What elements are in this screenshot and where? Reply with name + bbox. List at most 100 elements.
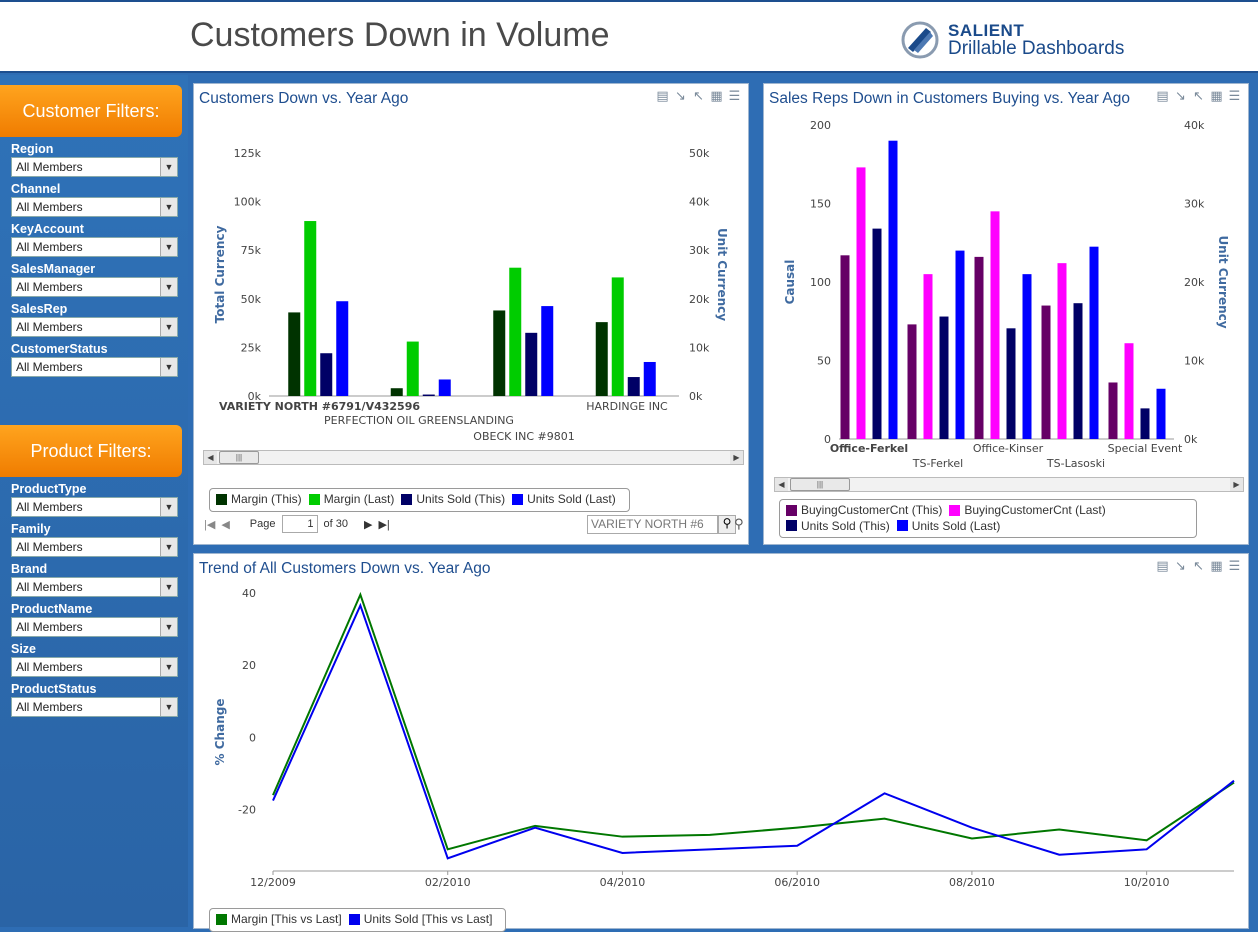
x-tick-label: PERFECTION OIL GREENSLANDING: [324, 414, 514, 427]
y2-tick-label: 10k: [689, 341, 710, 354]
filter-value: All Members: [16, 580, 83, 594]
export-icon[interactable]: ▤: [1156, 88, 1169, 103]
chevron-down-icon[interactable]: ▼: [160, 618, 177, 636]
legend-swatch: [348, 913, 360, 925]
panel-title: Customers Down vs. Year Ago: [199, 90, 409, 107]
filter-value: All Members: [16, 660, 83, 674]
filter-select-brand[interactable]: All Members ▼: [11, 577, 178, 597]
chevron-down-icon[interactable]: ▼: [160, 578, 177, 596]
bar: [288, 312, 301, 396]
x-tick-label: 04/2010: [600, 876, 646, 889]
legend-item[interactable]: Margin [This vs Last]: [216, 912, 342, 926]
bar: [1022, 274, 1032, 439]
filter-value: All Members: [16, 280, 83, 294]
filter-select-channel[interactable]: All Members ▼: [11, 197, 178, 217]
filter-select-region[interactable]: All Members ▼: [11, 157, 178, 177]
y-tick-label: 100k: [234, 196, 262, 209]
y-tick-label: 100: [810, 276, 831, 289]
grid-view-icon[interactable]: ▦: [1210, 88, 1223, 103]
last-page-icon[interactable]: ▶|: [378, 518, 390, 531]
drill-down-icon[interactable]: ↘: [1175, 558, 1186, 573]
filter-select-salesmanager[interactable]: All Members ▼: [11, 277, 178, 297]
scroll-left-icon[interactable]: ◀: [204, 451, 217, 464]
legend-item[interactable]: Units Sold (This): [401, 492, 505, 506]
legend-item[interactable]: Units Sold (Last): [896, 519, 1000, 533]
filter-value: All Members: [16, 240, 83, 254]
chevron-down-icon[interactable]: ▼: [160, 698, 177, 716]
legend-label: Margin (Last): [323, 492, 395, 506]
bar: [1073, 303, 1083, 439]
chevron-down-icon[interactable]: ▼: [160, 198, 177, 216]
legend-item[interactable]: Units Sold [This vs Last]: [348, 912, 492, 926]
chevron-down-icon[interactable]: ▼: [160, 658, 177, 676]
export-icon[interactable]: ▤: [656, 88, 669, 103]
menu-icon[interactable]: ☰: [728, 88, 741, 103]
scroll-thumb[interactable]: |||: [790, 478, 850, 491]
legend-label: Margin [This vs Last]: [231, 912, 342, 926]
export-icon[interactable]: ▤: [1156, 558, 1169, 573]
grid-view-icon[interactable]: ▦: [1210, 558, 1223, 573]
filter-select-productstatus[interactable]: All Members ▼: [11, 697, 178, 717]
drill-down-icon[interactable]: ↘: [1175, 88, 1186, 103]
chevron-down-icon[interactable]: ▼: [160, 538, 177, 556]
pager: |◀ ◀ Page 1 of 30 ▶ ▶|: [204, 515, 390, 533]
scroll-right-icon[interactable]: ▶: [1230, 478, 1243, 491]
filter-select-customerstatus[interactable]: All Members ▼: [11, 357, 178, 377]
bar: [872, 228, 882, 439]
search-icon[interactable]: ⚲: [718, 515, 736, 534]
page-label: Page: [249, 518, 276, 530]
chevron-down-icon[interactable]: ▼: [160, 278, 177, 296]
filter-select-salesrep[interactable]: All Members ▼: [11, 317, 178, 337]
legend-item[interactable]: BuyingCustomerCnt (Last): [949, 503, 1106, 517]
filter-label-region: Region: [11, 142, 54, 156]
legend-item[interactable]: Units Sold (This): [786, 519, 890, 533]
legend-item[interactable]: Margin (Last): [308, 492, 395, 506]
y-tick-label: 50k: [241, 293, 262, 306]
grid-view-icon[interactable]: ▦: [710, 88, 723, 103]
drill-down-icon[interactable]: ↘: [675, 88, 686, 103]
legend-item[interactable]: Margin (This): [216, 492, 302, 506]
bar: [390, 388, 403, 396]
next-page-icon[interactable]: ▶: [363, 518, 373, 531]
scroll-right-icon[interactable]: ▶: [730, 451, 743, 464]
filter-select-size[interactable]: All Members ▼: [11, 657, 178, 677]
chevron-down-icon[interactable]: ▼: [160, 498, 177, 516]
bar: [525, 332, 538, 396]
page-number-input[interactable]: 1: [281, 515, 318, 533]
bar: [1108, 382, 1118, 439]
legend-item[interactable]: Units Sold (Last): [512, 492, 616, 506]
filter-value: All Members: [16, 620, 83, 634]
filter-select-producttype[interactable]: All Members ▼: [11, 497, 178, 517]
drill-up-icon[interactable]: ↖: [693, 88, 704, 103]
chart-horizontal-scrollbar[interactable]: ◀ ||| ▶: [203, 450, 744, 465]
chevron-down-icon[interactable]: ▼: [160, 358, 177, 376]
filter-label-customerstatus: CustomerStatus: [11, 342, 108, 356]
y-axis-title: Total Currency: [213, 225, 227, 323]
zoom-add-icon[interactable]: ⚲: [734, 516, 744, 531]
chevron-down-icon[interactable]: ▼: [160, 158, 177, 176]
product-filters-header: Product Filters:: [0, 425, 182, 477]
series-line: [272, 591, 1235, 851]
legend-item[interactable]: BuyingCustomerCnt (This): [786, 503, 942, 517]
first-page-icon[interactable]: |◀: [204, 518, 216, 531]
legend-label: Units Sold (Last): [527, 492, 616, 506]
filter-label-keyaccount: KeyAccount: [11, 222, 84, 236]
filter-select-keyaccount[interactable]: All Members ▼: [11, 237, 178, 257]
menu-icon[interactable]: ☰: [1228, 88, 1241, 103]
filter-select-productname[interactable]: All Members ▼: [11, 617, 178, 637]
filter-select-family[interactable]: All Members ▼: [11, 537, 178, 557]
chevron-down-icon[interactable]: ▼: [160, 318, 177, 336]
member-search-input[interactable]: VARIETY NORTH #6: [587, 515, 718, 534]
series-line: [272, 602, 1235, 860]
scroll-left-icon[interactable]: ◀: [775, 478, 788, 491]
y2-tick-label: 30k: [689, 244, 710, 257]
filter-value: All Members: [16, 500, 83, 514]
chart-horizontal-scrollbar[interactable]: ◀ ||| ▶: [774, 477, 1244, 492]
drill-up-icon[interactable]: ↖: [1193, 88, 1204, 103]
drill-up-icon[interactable]: ↖: [1193, 558, 1204, 573]
chevron-down-icon[interactable]: ▼: [160, 238, 177, 256]
prev-page-icon[interactable]: ◀: [221, 518, 230, 531]
header-bar: Customers Down in Volume SALIENT Drillab…: [0, 0, 1258, 73]
scroll-thumb[interactable]: |||: [219, 451, 259, 464]
menu-icon[interactable]: ☰: [1228, 558, 1241, 573]
